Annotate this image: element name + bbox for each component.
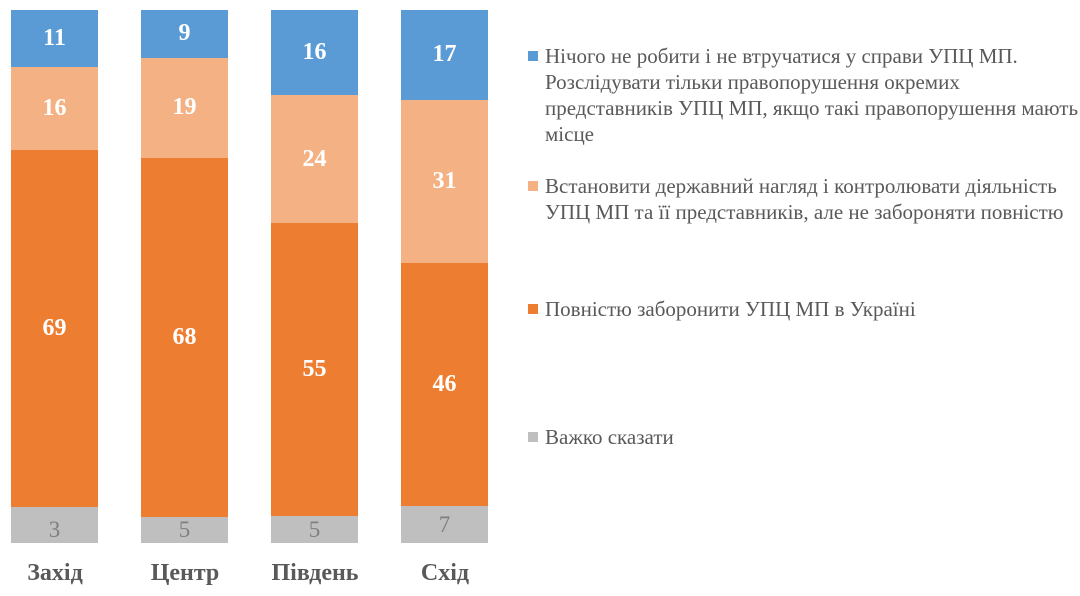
category-label-skhid: Схід	[420, 560, 470, 586]
chart-plot-area: 11 16 69 3 9 19 68 5 16 24 55 5 17 31 46…	[0, 0, 520, 596]
segment-ban-completely: 69	[11, 149, 98, 507]
segment-hard-to-say: 3	[11, 507, 98, 543]
bar-zakhid: 11 16 69 3	[11, 10, 98, 543]
segment-state-supervision: 31	[401, 99, 488, 264]
segment-do-nothing: 16	[271, 10, 358, 96]
segment-do-nothing: 9	[141, 10, 228, 58]
value-label: 5	[308, 516, 321, 542]
segment-hard-to-say: 5	[141, 516, 228, 543]
segment-state-supervision: 19	[141, 57, 228, 158]
legend-label: Нічого не робити і не втручатися у справ…	[545, 44, 1079, 146]
segment-state-supervision: 16	[11, 66, 98, 150]
legend-square-icon	[528, 432, 538, 442]
legend-square-icon	[528, 51, 538, 61]
value-label: 16	[42, 94, 67, 121]
bar-tsentr: 9 19 68 5	[141, 10, 228, 543]
legend-label: Повністю заборонити УПЦ МП в Україні	[545, 297, 916, 321]
value-label: 68	[172, 323, 197, 350]
value-label: 5	[178, 516, 191, 542]
segment-do-nothing: 11	[11, 10, 98, 67]
legend-square-icon	[528, 181, 538, 191]
value-label: 16	[302, 39, 327, 66]
segment-ban-completely: 55	[271, 223, 358, 517]
value-label: 31	[432, 168, 457, 195]
value-label: 3	[48, 517, 61, 542]
value-label: 9	[178, 20, 191, 47]
segment-ban-completely: 68	[141, 157, 228, 517]
segment-hard-to-say: 7	[401, 506, 488, 543]
category-label-tsentr: Центр	[150, 560, 220, 586]
segment-state-supervision: 24	[271, 95, 358, 224]
value-label: 17	[432, 41, 457, 68]
value-label: 7	[438, 511, 451, 537]
segment-ban-completely: 46	[401, 263, 488, 507]
bar-skhid: 17 31 46 7	[401, 10, 488, 543]
legend-label: Встановити державний нагляд і контролюва…	[545, 174, 1064, 224]
value-label: 46	[432, 371, 457, 398]
segment-hard-to-say: 5	[271, 516, 358, 544]
category-label-pivden: Південь	[271, 560, 359, 586]
segment-do-nothing: 17	[401, 10, 488, 100]
bar-pivden: 16 24 55 5	[271, 10, 358, 544]
legend-square-icon	[528, 304, 538, 314]
legend-label: Важко сказати	[545, 425, 674, 449]
category-label-zakhid: Захід	[27, 560, 83, 586]
value-label: 24	[302, 145, 327, 172]
value-label: 11	[43, 24, 66, 51]
value-label: 69	[42, 314, 67, 341]
value-label: 55	[302, 356, 327, 383]
value-label: 19	[172, 94, 197, 121]
